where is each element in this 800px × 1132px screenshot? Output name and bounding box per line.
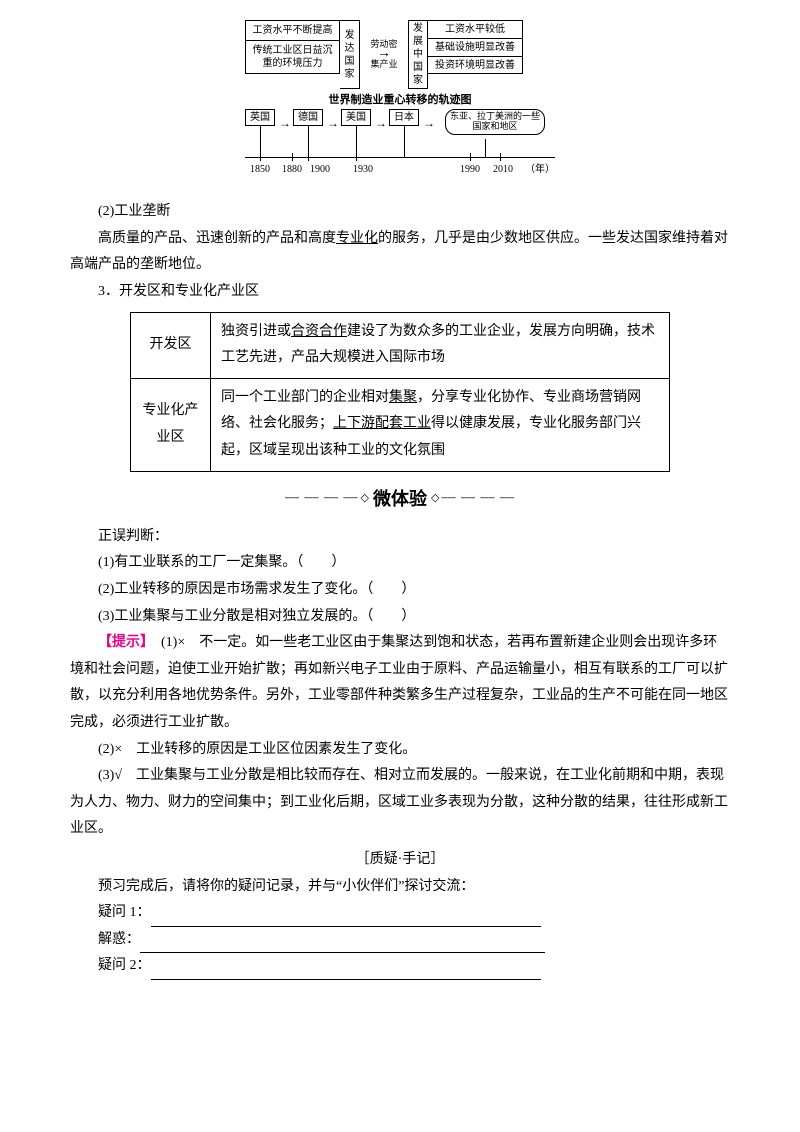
- note-title: ［质疑·手记］: [70, 847, 730, 874]
- row1-head: 开发区: [131, 312, 211, 378]
- diagram-right-3: 投资环境明显改善: [428, 56, 523, 74]
- diagram-title: 世界制造业重心转移的轨迹图: [245, 93, 555, 107]
- judge-heading: 正误判断：: [70, 524, 730, 551]
- year-1990: 1990: [460, 163, 480, 176]
- country-uk: 英国: [245, 109, 275, 126]
- q1-label: 疑问 1：: [98, 905, 151, 920]
- diagram-left-bottom: 传统工业区日益沉重的环境压力: [245, 40, 340, 74]
- country-us: 美国: [341, 109, 371, 126]
- sec3-title: 3．开发区和专业化产业区: [70, 279, 730, 306]
- hint-label: 【提示】: [98, 635, 147, 650]
- diagram-mid-left: 发达国家: [340, 20, 360, 89]
- fill-line[interactable]: [151, 966, 541, 980]
- sec2-text: 高质量的产品、迅速创新的产品和高度专业化的服务，几乎是由少数地区供应。一些发达国…: [70, 226, 730, 279]
- judge-2: (2)工业转移的原因是市场需求发生了变化。（ ）: [70, 577, 730, 604]
- sub-section-header: — — — — ◇ 微体验 ◇ — — — —: [70, 482, 730, 516]
- fill-line[interactable]: [140, 939, 545, 953]
- region-east: 东亚、拉丁美洲的一些国家和地区: [445, 109, 545, 135]
- diagram-mid-right: 发展中国家: [408, 20, 428, 89]
- question-2-line: 疑问 2：: [70, 953, 730, 980]
- transfer-diagram: 工资水平不断提高 传统工业区日益沉重的环境压力 发达国家 劳动密 → 集产业 发…: [245, 20, 555, 179]
- zone-table: 开发区 独资引进或合资合作建设了为数众多的工业企业，发展方向明确，技术工艺先进，…: [130, 312, 670, 472]
- ans1-text: (1)× 不一定。如一些老工业区由于集聚达到饱和状态，若再布置新建企业则会出现许…: [70, 635, 728, 730]
- timeline: 英国 → 德国 → 美国 → 日本 → 东亚、拉丁美洲的一些国家和地区 1850…: [245, 109, 555, 179]
- year-2010: 2010: [493, 163, 513, 176]
- year-1930: 1930: [353, 163, 373, 176]
- note-intro: 预习完成后，请将你的疑问记录，并与“小伙伴们”探讨交流：: [70, 874, 730, 901]
- country-jp: 日本: [389, 109, 419, 126]
- judge-3: (3)工业集聚与工业分散是相对独立发展的。（ ）: [70, 604, 730, 631]
- diagram-container: 工资水平不断提高 传统工业区日益沉重的环境压力 发达国家 劳动密 → 集产业 发…: [70, 20, 730, 179]
- row2-head: 专业化产业区: [131, 378, 211, 471]
- wei-title: 微体验: [371, 482, 429, 516]
- fill-line[interactable]: [151, 913, 541, 927]
- year-1850: 1850: [250, 163, 270, 176]
- sec2-heading: (2)工业垄断: [70, 199, 730, 226]
- diagram-right-2: 基础设施明显改善: [428, 38, 523, 56]
- diagram-right-1: 工资水平较低: [428, 20, 523, 38]
- year-unit: （年）: [525, 163, 555, 176]
- answer-3: (3)√ 工业集聚与工业分散是相比较而存在、相对立而发展的。一般来说，在工业化前…: [70, 763, 730, 843]
- a1-label: 解惑：: [98, 932, 140, 947]
- arrow-label-bottom: 集产业: [370, 59, 397, 71]
- sec2-u: 专业化: [336, 231, 378, 246]
- answer-1-line: 解惑：: [70, 927, 730, 954]
- q2-label: 疑问 2：: [98, 958, 151, 973]
- judge-1: (1)有工业联系的工厂一定集聚。（ ）: [70, 550, 730, 577]
- row2-body: 同一个工业部门的企业相对集聚，分享专业化协作、专业商场营销网络、社会化服务；上下…: [211, 378, 670, 471]
- answer-2: (2)× 工业转移的原因是工业区位因素发生了变化。: [70, 737, 730, 764]
- row1-body: 独资引进或合资合作建设了为数众多的工业企业，发展方向明确，技术工艺先进，产品大规…: [211, 312, 670, 378]
- table-row: 开发区 独资引进或合资合作建设了为数众多的工业企业，发展方向明确，技术工艺先进，…: [131, 312, 670, 378]
- sec2-t1: 高质量的产品、迅速创新的产品和高度: [98, 231, 336, 246]
- diagram-arrow: 劳动密 → 集产业: [360, 20, 408, 89]
- answer-1: 【提示】 (1)× 不一定。如一些老工业区由于集聚达到饱和状态，若再布置新建企业…: [70, 630, 730, 736]
- year-1900: 1900: [310, 163, 330, 176]
- year-1880: 1880: [282, 163, 302, 176]
- table-row: 专业化产业区 同一个工业部门的企业相对集聚，分享专业化协作、专业商场营销网络、社…: [131, 378, 670, 471]
- country-de: 德国: [293, 109, 323, 126]
- question-1-line: 疑问 1：: [70, 900, 730, 927]
- diagram-left-top: 工资水平不断提高: [245, 20, 340, 40]
